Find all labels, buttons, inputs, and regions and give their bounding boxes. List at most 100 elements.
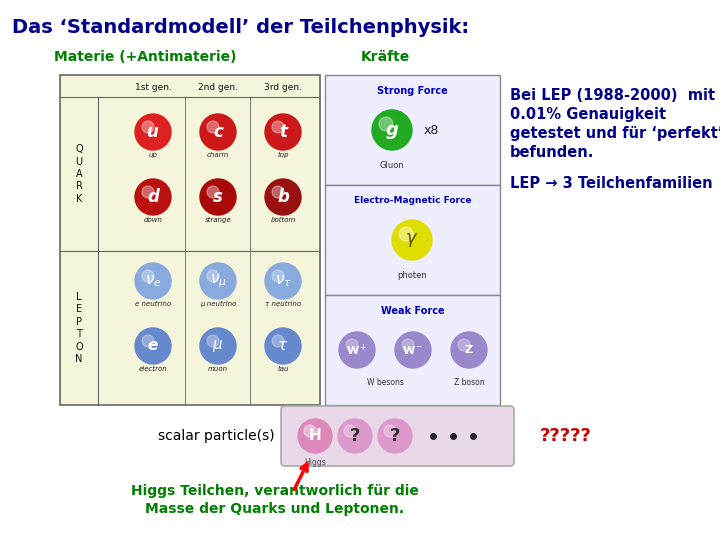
Circle shape [338,419,372,453]
FancyBboxPatch shape [325,295,500,405]
Text: W$^+$: W$^+$ [346,342,368,357]
Text: $\mu$: $\mu$ [212,338,224,354]
Circle shape [207,121,219,133]
Text: Bei LEP (1988-2000)  mit: Bei LEP (1988-2000) mit [510,88,715,103]
Text: H: H [309,429,321,443]
Text: ?????: ????? [540,427,592,445]
Text: $\gamma$: $\gamma$ [405,231,419,249]
Text: Weak Force: Weak Force [381,306,444,316]
Text: u: u [147,123,159,141]
Text: Electro-Magnetic Force: Electro-Magnetic Force [354,196,472,205]
Text: s: s [213,188,223,206]
Circle shape [272,186,284,198]
Text: L
E
P
T
O
N: L E P T O N [75,292,83,364]
Text: x8: x8 [424,124,439,137]
Text: Kräfte: Kräfte [361,50,410,64]
Circle shape [265,114,301,150]
Circle shape [135,179,171,215]
Circle shape [339,332,375,368]
Circle shape [207,335,219,347]
Circle shape [272,270,284,282]
Circle shape [265,328,301,364]
Text: $\nu_\tau$: $\nu_\tau$ [274,273,292,289]
Text: Higgs Teilchen, verantworlich für die: Higgs Teilchen, verantworlich für die [131,484,419,498]
Circle shape [298,419,332,453]
Circle shape [304,425,316,437]
Circle shape [265,263,301,299]
Text: $\tau$: $\tau$ [277,339,289,354]
Text: τ neutrino: τ neutrino [265,301,301,307]
Text: Z boson: Z boson [454,378,485,387]
Text: bottom: bottom [270,217,296,223]
Circle shape [344,425,356,437]
Text: top: top [277,152,289,158]
Text: befunden.: befunden. [510,145,595,160]
Circle shape [142,121,154,133]
Text: 1st gen.: 1st gen. [135,84,171,92]
Text: $\nu_\mu$: $\nu_\mu$ [210,272,226,290]
Text: Das ‘Standardmodell’ der Teilchenphysik:: Das ‘Standardmodell’ der Teilchenphysik: [12,18,469,37]
Text: Strong Force: Strong Force [377,86,448,96]
Text: Q
U
A
R
K: Q U A R K [75,144,83,204]
Circle shape [272,121,284,133]
Text: up: up [148,152,158,158]
Text: charm: charm [207,152,229,158]
Circle shape [200,263,236,299]
Text: W besons: W besons [366,378,403,387]
FancyBboxPatch shape [281,406,514,466]
Circle shape [200,328,236,364]
Text: $\nu_e$: $\nu_e$ [145,273,161,289]
Circle shape [272,335,284,347]
Circle shape [451,332,487,368]
Circle shape [135,263,171,299]
Text: down: down [143,217,163,223]
Text: tau: tau [277,366,289,372]
Text: μ neutrino: μ neutrino [200,301,236,307]
FancyBboxPatch shape [60,75,320,405]
Text: scalar particle(s): scalar particle(s) [158,429,275,443]
FancyArrowPatch shape [294,464,307,490]
Circle shape [372,110,412,150]
Circle shape [346,339,358,351]
Text: W$^-$: W$^-$ [402,344,424,356]
Text: c: c [213,123,223,141]
Circle shape [402,339,414,351]
Circle shape [384,425,396,437]
Text: Gluon: Gluon [379,161,405,170]
Text: 3rd gen.: 3rd gen. [264,84,302,92]
Text: g: g [386,121,398,139]
Text: Higgs: Higgs [304,458,326,467]
Text: t: t [279,123,287,141]
Text: 0.01% Genauigkeit: 0.01% Genauigkeit [510,107,666,122]
Circle shape [379,117,393,131]
Text: e neutrino: e neutrino [135,301,171,307]
Circle shape [142,186,154,198]
Circle shape [135,114,171,150]
Text: electron: electron [139,366,167,372]
Circle shape [207,270,219,282]
Circle shape [392,220,432,260]
FancyBboxPatch shape [325,185,500,295]
Text: ?: ? [350,427,360,445]
Text: muon: muon [208,366,228,372]
Text: e: e [148,339,158,354]
Text: d: d [147,188,159,206]
Text: strange: strange [204,217,231,223]
Circle shape [142,270,154,282]
Text: Masse der Quarks und Leptonen.: Masse der Quarks und Leptonen. [145,502,405,516]
Text: 2nd gen.: 2nd gen. [198,84,238,92]
Circle shape [458,339,470,351]
Text: LEP → 3 Teilchenfamilien: LEP → 3 Teilchenfamilien [510,176,713,191]
Text: ?: ? [390,427,400,445]
FancyBboxPatch shape [325,75,500,185]
Text: getestet und für ‘perfekt’: getestet und für ‘perfekt’ [510,126,720,141]
Circle shape [200,114,236,150]
Circle shape [207,186,219,198]
Circle shape [135,328,171,364]
Text: Z: Z [465,345,473,355]
Circle shape [395,332,431,368]
Circle shape [399,227,413,241]
Circle shape [265,179,301,215]
Circle shape [200,179,236,215]
Text: b: b [277,188,289,206]
